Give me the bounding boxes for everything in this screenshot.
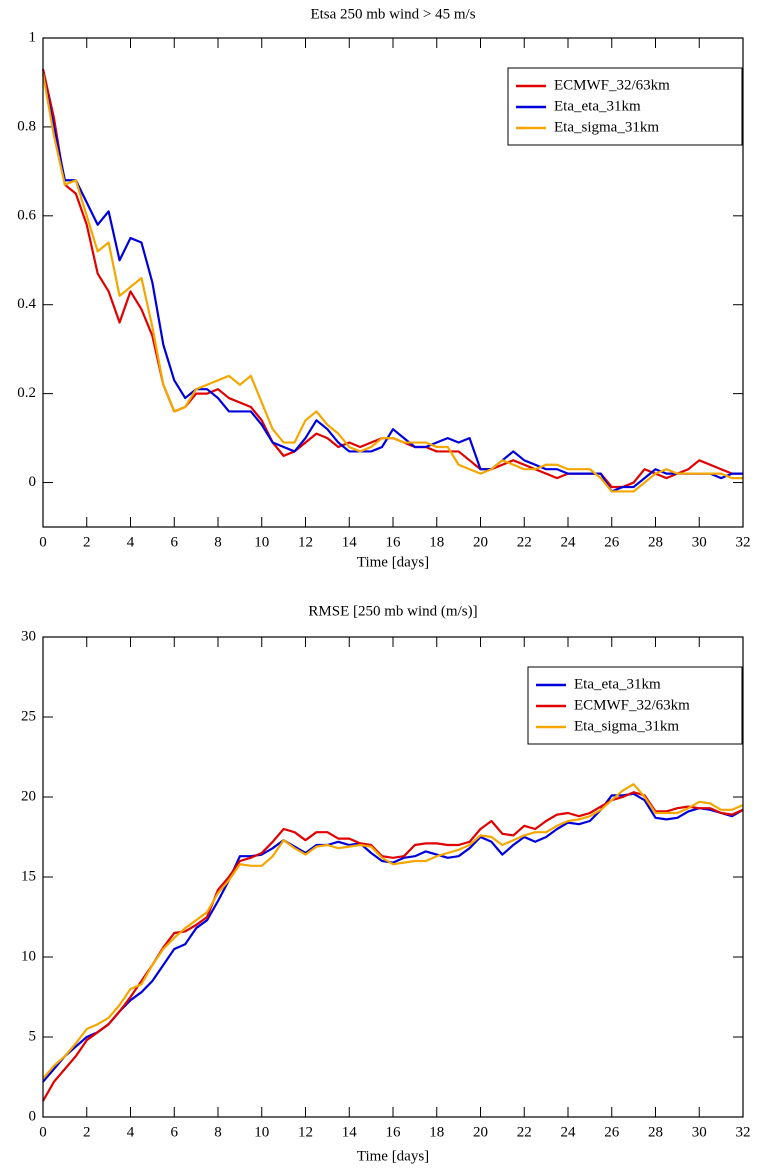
x-tick-label: 10	[254, 1124, 269, 1140]
data-line	[42, 783, 744, 1080]
x-tick-label: 20	[473, 1124, 488, 1140]
x-tick-label: 14	[342, 534, 358, 550]
legend-label: Eta_sigma_31km	[574, 718, 679, 734]
data-line	[42, 792, 744, 1083]
data-line	[41, 73, 743, 493]
x-tick-label: 24	[561, 534, 577, 550]
x-tick-label: 8	[214, 1124, 222, 1140]
y-tick-label: 0.4	[17, 296, 36, 312]
x-tick-label: 6	[171, 1124, 179, 1140]
x-tick-label: 18	[429, 1124, 444, 1140]
legend-box	[507, 67, 743, 146]
x-tick-label: 28	[648, 1124, 663, 1140]
x-tick-label: 16	[386, 1124, 402, 1140]
plot-frame	[42, 37, 744, 528]
legend-label: ECMWF_32/63km	[574, 697, 690, 713]
x-tick-label: 32	[736, 1124, 751, 1140]
y-tick-label: 0.2	[17, 385, 36, 401]
chart-title: Etsa 250 mb wind > 45 m/s	[310, 6, 475, 22]
x-tick-label: 26	[604, 1124, 620, 1140]
x-tick-label: 28	[648, 534, 663, 550]
x-tick-label: 14	[342, 1124, 358, 1140]
y-tick-label: 10	[21, 948, 36, 964]
chart-title: RMSE [250 mb wind (m/s)]	[308, 603, 477, 619]
data-line	[42, 791, 744, 1102]
y-tick-label: 1	[29, 29, 37, 45]
y-tick-label: 30	[21, 628, 36, 644]
y-tick-label: 25	[21, 708, 36, 724]
x-tick-label: 12	[298, 1124, 313, 1140]
y-tick-label: 0.6	[17, 207, 36, 223]
y-tick-label: 20	[21, 788, 36, 804]
x-tick-label: 30	[692, 1124, 707, 1140]
x-tick-label: 10	[254, 534, 269, 550]
legend-label: Eta_sigma_31km	[554, 119, 659, 135]
x-tick-label: 22	[517, 1124, 532, 1140]
plot-frame	[42, 636, 744, 1118]
x-tick-label: 18	[429, 534, 444, 550]
y-tick-label: 5	[29, 1028, 37, 1044]
y-tick-label: 0	[29, 474, 37, 490]
x-tick-label: 24	[561, 1124, 577, 1140]
x-axis-label: Time [days]	[357, 554, 429, 570]
x-tick-label: 32	[736, 534, 751, 550]
legend-label: ECMWF_32/63km	[554, 77, 670, 93]
x-tick-label: 2	[83, 1124, 91, 1140]
x-tick-label: 16	[386, 534, 402, 550]
data-line	[41, 73, 743, 493]
x-tick-label: 22	[517, 534, 532, 550]
x-tick-label: 30	[692, 534, 707, 550]
x-tick-label: 12	[298, 534, 313, 550]
legend-label: Eta_eta_31km	[574, 676, 661, 692]
x-tick-label: 0	[39, 534, 47, 550]
y-tick-label: 15	[21, 868, 36, 884]
x-tick-label: 20	[473, 534, 488, 550]
x-tick-label: 4	[127, 1124, 135, 1140]
legend-label: Eta_eta_31km	[554, 98, 641, 114]
x-tick-label: 6	[171, 534, 179, 550]
x-axis-label: Time [days]	[357, 1148, 429, 1164]
x-tick-label: 0	[39, 1124, 47, 1140]
x-tick-label: 8	[214, 534, 222, 550]
x-tick-label: 26	[604, 534, 620, 550]
y-tick-label: 0.8	[17, 118, 36, 134]
y-tick-label: 0	[29, 1108, 37, 1124]
x-tick-label: 4	[127, 534, 135, 550]
x-tick-label: 2	[83, 534, 91, 550]
